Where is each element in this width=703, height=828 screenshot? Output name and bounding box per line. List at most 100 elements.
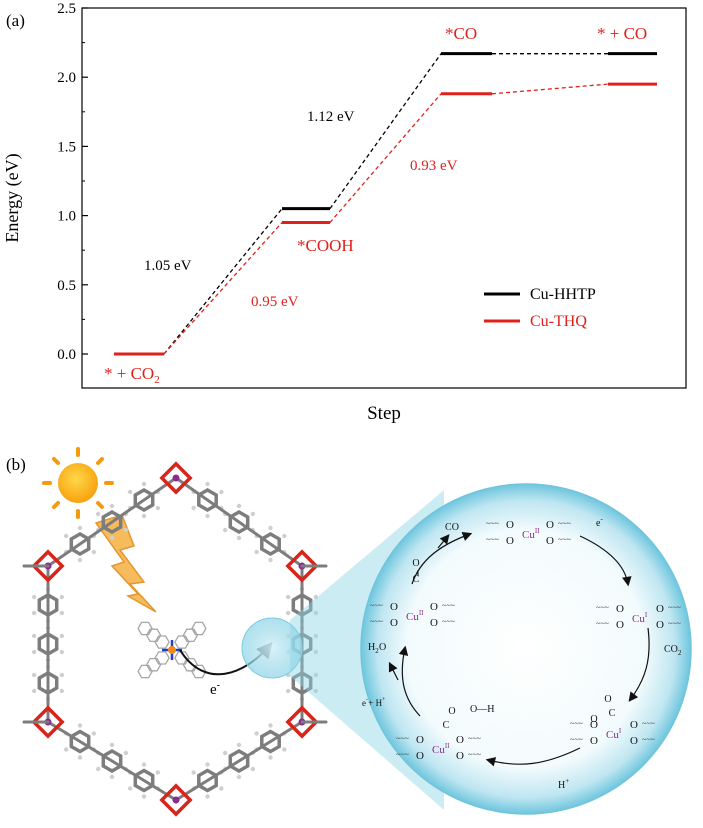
hydrogen-atom [155, 770, 161, 775]
electron-label: e- [596, 515, 603, 529]
hydrogen-atom [205, 794, 210, 799]
oxygen-atom: O [546, 519, 554, 531]
electron-transfer-label: e- [210, 680, 220, 698]
hydrogen-atom [59, 633, 65, 639]
ligand-ring [191, 664, 207, 679]
wavy-bond: ~~~ [468, 734, 482, 743]
wavy-bond: ~~~ [668, 603, 682, 612]
hydroxyl-group: O—H [470, 704, 494, 715]
hydrogen-atom [313, 633, 319, 639]
hydrogen-atom [31, 672, 37, 678]
cu-o4-node [285, 549, 319, 583]
cu-o4-node [31, 549, 65, 583]
active-site-highlight [241, 617, 303, 679]
cu-atom [172, 796, 180, 804]
wavy-bond: ~~~ [570, 735, 584, 744]
wavy-bond: ~~~ [596, 603, 610, 612]
hydrogen-atom [59, 594, 65, 600]
ligand-ring [174, 635, 190, 649]
state-label-co-adsorbed: *CO [445, 24, 477, 43]
hydrogen-atom [123, 750, 129, 756]
oxygen-atom: O [604, 694, 611, 705]
wavy-bond: ~~~ [668, 619, 682, 628]
hydrogen-atom [127, 489, 133, 495]
hydrogen-atom [313, 649, 319, 655]
y-tick-label: 2.5 [57, 1, 76, 17]
hydrogen-atom [282, 747, 287, 752]
hydrogen-atom [219, 786, 224, 791]
state-label-initial-sub: 2 [154, 374, 160, 386]
y-tick-label: 1.5 [57, 139, 76, 155]
y-tick-label: 0.5 [57, 278, 76, 294]
mechanism-panel: (b) e- [6, 447, 692, 817]
photosensitizer-molecule [137, 621, 207, 679]
hydrogen-atom [236, 742, 242, 748]
y-axis-title: Energy (eV) [2, 153, 23, 242]
carbon-atom: C [413, 574, 420, 585]
oxygen-atom: O [430, 601, 438, 613]
cycle-arrow-protonation [485, 747, 581, 767]
hydrogen-atom [313, 610, 319, 616]
oxygen-atom: O [456, 750, 464, 762]
hydrogen-atom [313, 594, 319, 600]
hydrogen-atom [31, 649, 37, 655]
hydrogen-atom [77, 557, 83, 563]
framework-bond [46, 476, 178, 568]
hydrogen-atom [59, 649, 65, 655]
oxygen-atom: O [416, 750, 424, 762]
state-label-cooh: *COOH [297, 236, 354, 255]
carbon-atom: C [443, 720, 450, 731]
hydrogen-atom [268, 525, 273, 531]
barrier-label-2: 0.95 eV [251, 294, 299, 310]
hydrogen-atom [59, 672, 65, 678]
series-connector [163, 222, 283, 355]
hydrogen-atom [109, 774, 115, 780]
hydrogen-atom [31, 594, 37, 600]
co-product-label: CO [445, 522, 459, 533]
hydrogen-atom [236, 774, 242, 780]
hydrogen-atom [268, 755, 273, 760]
energy-diagram-panel: (a) 0.00.51.01.52.02.5 Energy (eV) Step … [2, 1, 687, 424]
sun-icon [42, 447, 114, 519]
proton-label: H+ [558, 777, 569, 791]
ligand-ring [182, 657, 199, 672]
hydrogen-atom [141, 762, 147, 767]
hydrogen-atom [250, 511, 256, 517]
oxygen-atom: O [590, 719, 598, 731]
hydrogen-atom [268, 723, 273, 728]
ligand-ring [137, 664, 153, 679]
wavy-bond: ~~~ [486, 535, 500, 544]
series-connector [329, 93, 442, 223]
hydrogen-atom [219, 489, 224, 495]
hydrogen-atom [31, 610, 37, 616]
hydrogen-atom [285, 594, 291, 600]
hydrogen-atom [205, 513, 210, 519]
hydrogen-atom [254, 549, 259, 555]
hydrogen-atom [77, 723, 83, 728]
ligand-ring [154, 651, 170, 665]
oxygen-atom: O [412, 558, 419, 569]
oxygen-atom: O [590, 714, 597, 725]
catalytic-cycle-bubble [360, 483, 692, 815]
barrier-label-3: 1.12 eV [307, 109, 355, 125]
series-connector [491, 83, 609, 95]
cu-o4-node [159, 783, 193, 817]
oxygen-atom: O [456, 734, 464, 746]
hydrogen-atom [77, 525, 83, 531]
hydrogen-atom [191, 505, 196, 511]
wavy-bond: ~~~ [370, 617, 384, 626]
hydrogen-atom [141, 794, 147, 799]
wavy-bond: ~~~ [442, 601, 456, 610]
state-label-initial: * + CO2 [104, 364, 160, 386]
wavy-bond: ~~~ [486, 519, 500, 528]
hydrogen-atom [205, 481, 210, 487]
series-connector [163, 208, 283, 355]
cu-o4-node [285, 705, 319, 739]
water-release-branch [388, 661, 399, 681]
hydrogen-atom [59, 688, 65, 694]
hydrogen-atom [91, 731, 97, 736]
hydrogen-atom [313, 688, 319, 694]
